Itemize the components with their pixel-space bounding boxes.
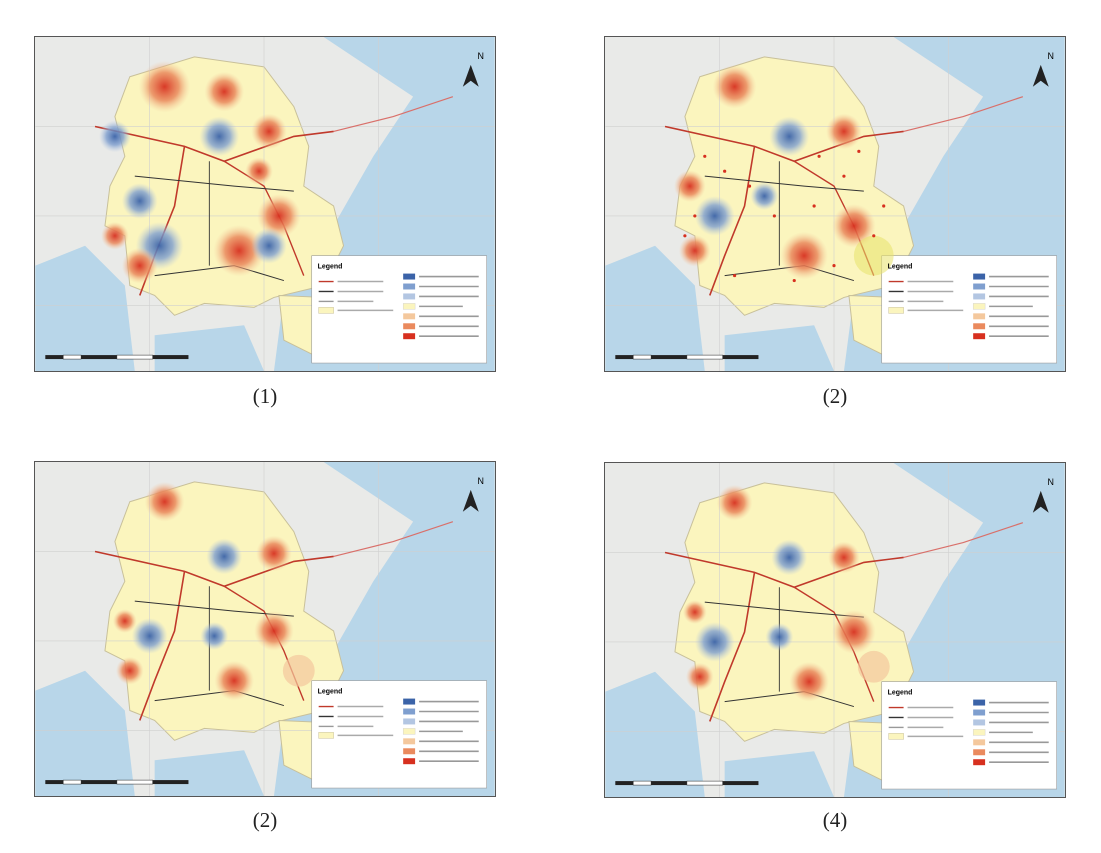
map-panel-2: N Legend xyxy=(604,36,1066,372)
map-svg-3: N Legend xyxy=(35,462,495,796)
caption-3: (2) xyxy=(252,808,278,832)
caption-1: (1) xyxy=(252,384,278,408)
caption-2: (2) xyxy=(822,384,848,408)
north-label-3: N xyxy=(477,476,483,486)
hotspot-map-4: N Legend xyxy=(604,462,1066,798)
legend-title-3: Legend xyxy=(318,689,343,696)
legend-title-1: Legend xyxy=(318,264,343,271)
north-label-2: N xyxy=(1047,51,1053,61)
map-panel-3: N Legend xyxy=(34,461,496,797)
map-svg-4: N Legend xyxy=(605,463,1065,797)
north-label-1: N xyxy=(477,51,483,61)
legend-title-4: Legend xyxy=(888,690,913,697)
map-svg-2: N Legend xyxy=(605,37,1065,371)
hotspot-map-3: N Legend xyxy=(34,461,496,797)
hotspot-map-2: N Legend xyxy=(604,36,1066,372)
caption-4: (4) xyxy=(822,808,848,832)
map-panel-4: N Legend xyxy=(604,462,1066,798)
map-panel-1: N Legend xyxy=(34,36,496,372)
hotspot-map-1: N Legend xyxy=(34,36,496,372)
legend-title-2: Legend xyxy=(888,264,913,271)
map-svg-1: N Legend xyxy=(35,37,495,371)
north-label-4: N xyxy=(1047,477,1053,487)
